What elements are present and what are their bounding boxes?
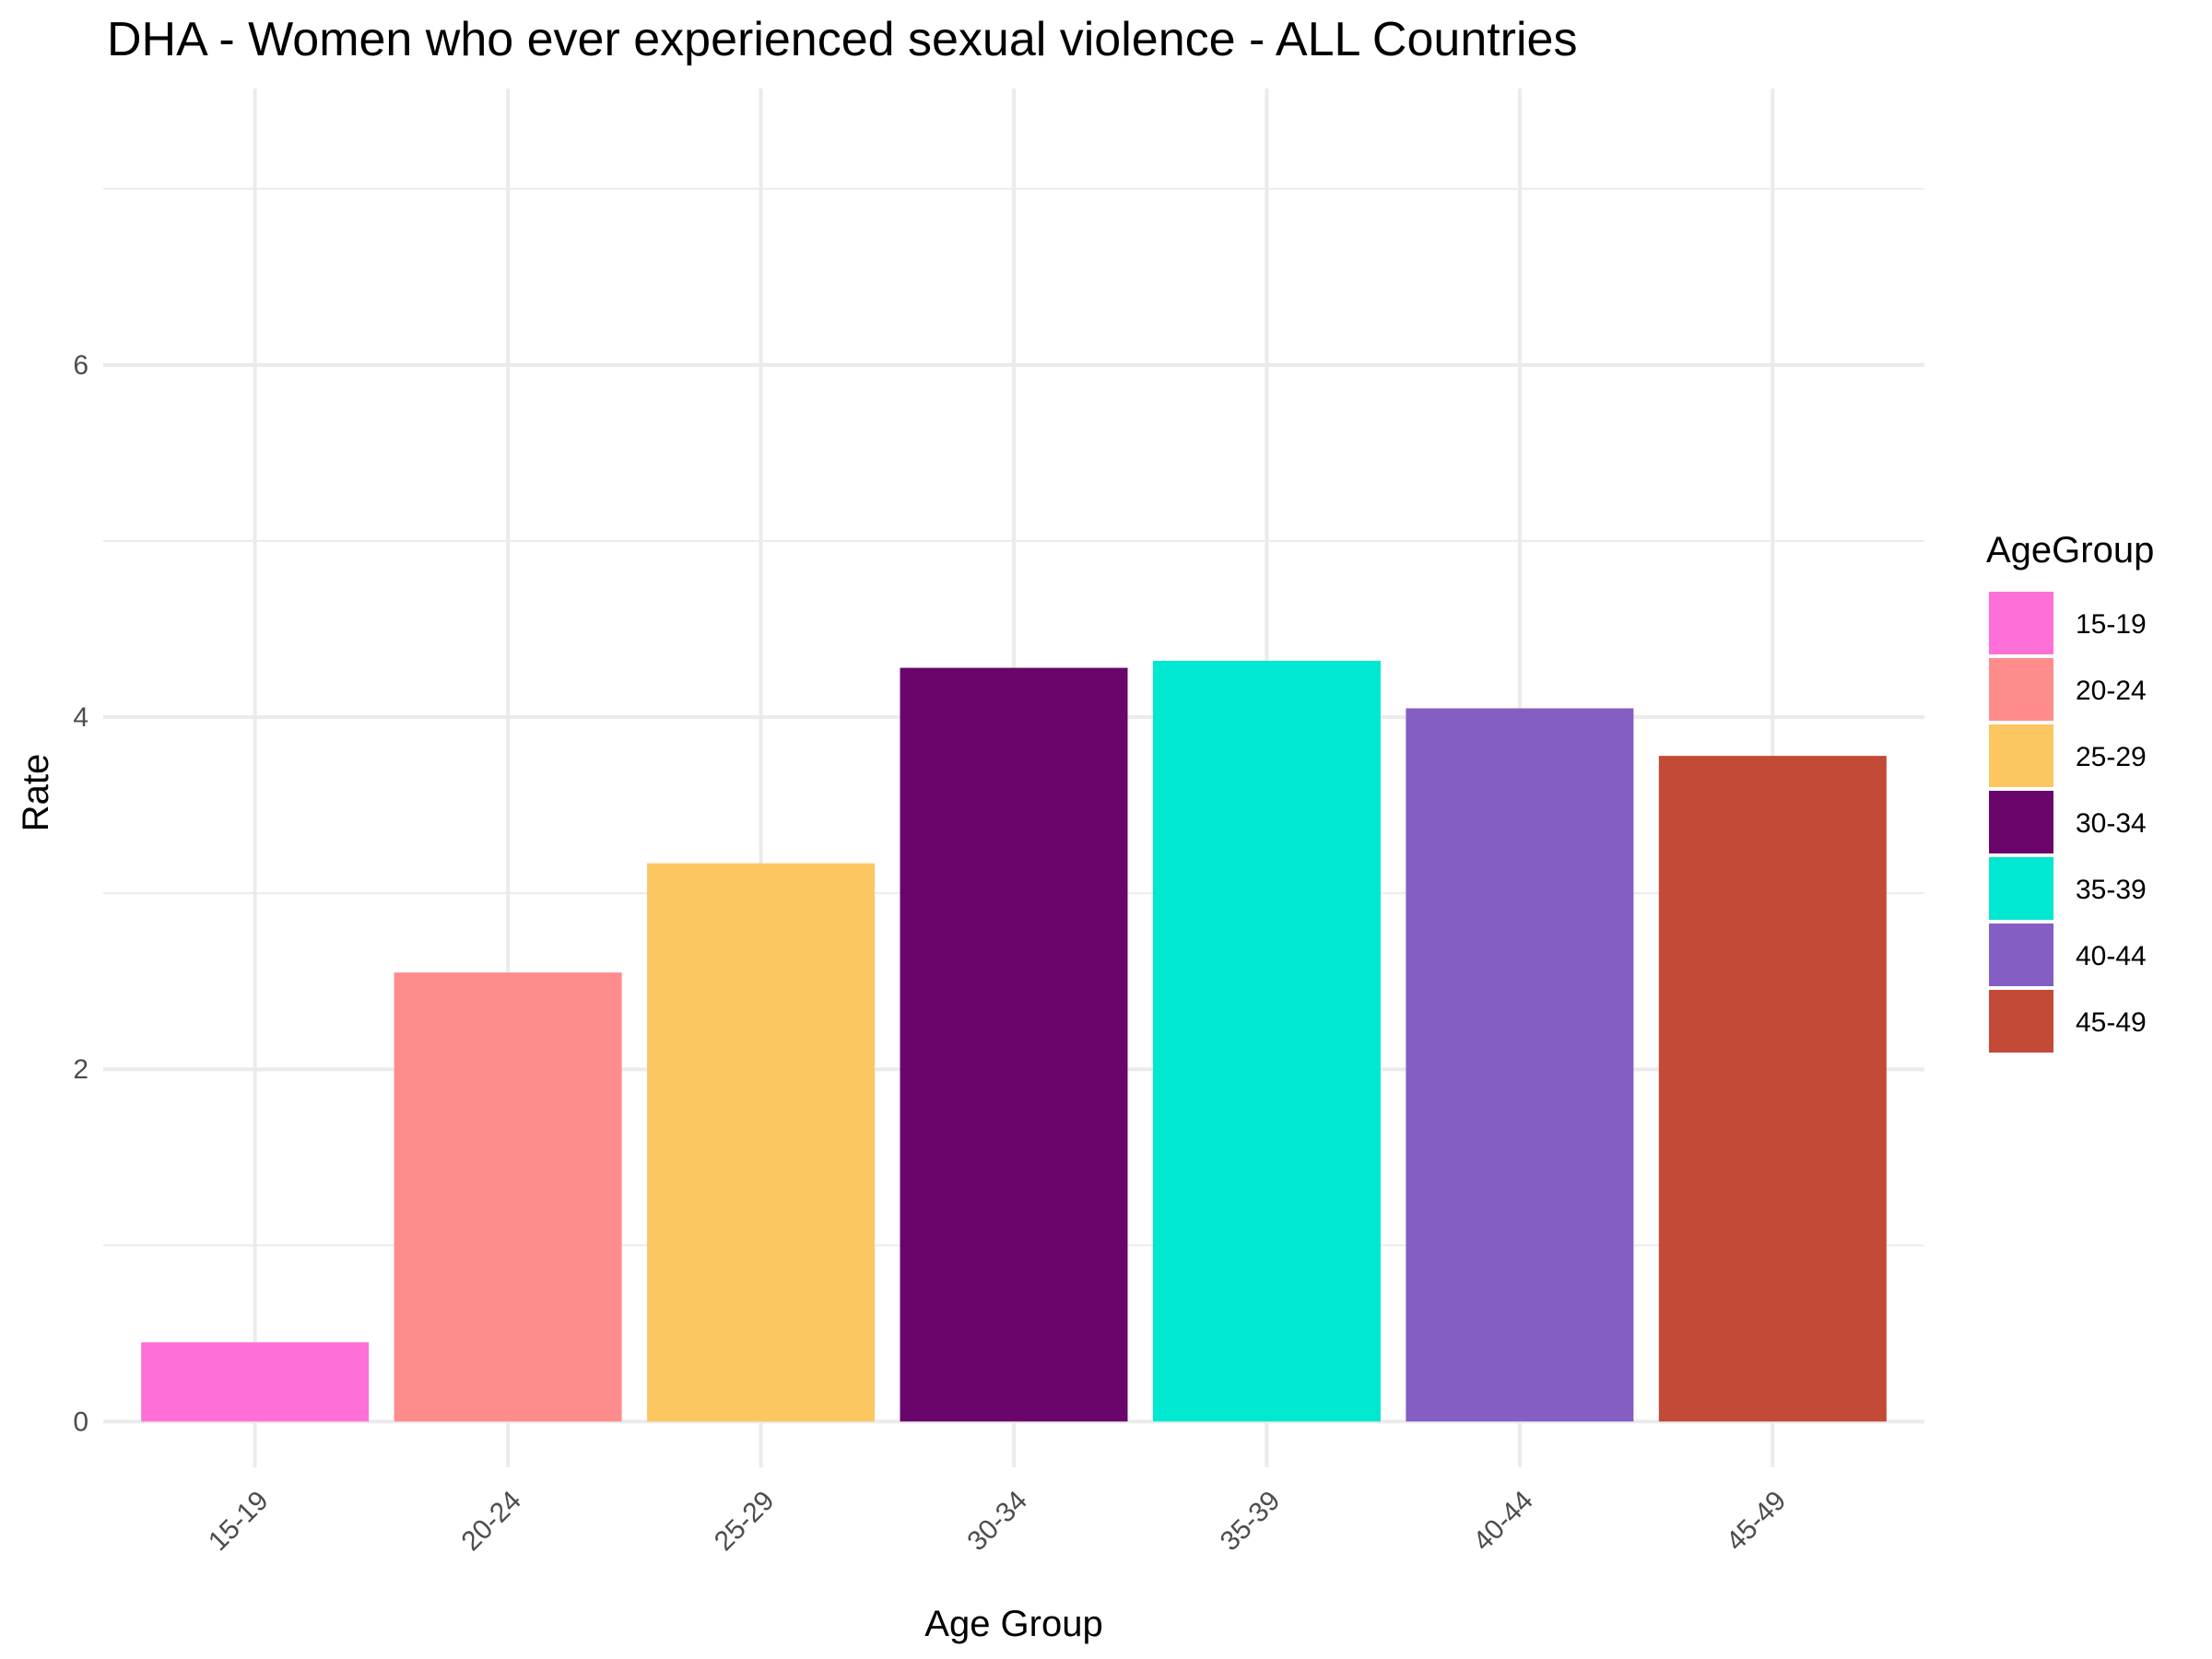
bar-20-24 (394, 972, 622, 1422)
legend-key-45-49 (1989, 990, 2053, 1053)
bar-30-34 (900, 667, 1128, 1422)
bar-40-44 (1406, 708, 1634, 1422)
bar-45-49 (1658, 756, 1887, 1422)
legend-label: 25-29 (2076, 742, 2147, 772)
legend-key-35-39 (1989, 857, 2053, 920)
bars (141, 660, 1887, 1422)
legend-label: 20-24 (2076, 676, 2147, 706)
x-axis-ticks: 15-19 20-24 25-29 30-34 35-39 40-44 45-49 (203, 1486, 1792, 1558)
bar-25-29 (647, 863, 876, 1422)
bar-15-19 (141, 1342, 370, 1422)
x-tick-label: 25-29 (709, 1486, 781, 1558)
x-axis-title: Age Group (924, 1604, 1102, 1644)
legend-key-20-24 (1989, 658, 2053, 721)
chart-title: DHA - Women who ever experienced sexual … (107, 13, 1577, 66)
x-tick-label: 45-49 (1721, 1486, 1793, 1558)
legend-label: 40-44 (2076, 941, 2147, 971)
legend-title: AgeGroup (1986, 530, 2154, 571)
x-tick-label: 35-39 (1215, 1486, 1287, 1558)
legend-label: 15-19 (2076, 609, 2147, 640)
legend-key-15-19 (1989, 592, 2053, 654)
y-axis-title: Rate (16, 754, 56, 832)
y-tick-label: 0 (73, 1406, 88, 1437)
legend-key-25-29 (1989, 724, 2053, 787)
x-tick-label: 20-24 (455, 1486, 527, 1558)
y-tick-label: 2 (73, 1054, 88, 1085)
legend-label: 45-49 (2076, 1007, 2147, 1038)
y-tick-label: 6 (73, 350, 88, 381)
x-tick-label: 40-44 (1467, 1486, 1539, 1558)
legend-label: 30-34 (2076, 808, 2147, 839)
legend-key-30-34 (1989, 791, 2053, 853)
y-tick-label: 4 (73, 702, 88, 733)
x-tick-label: 30-34 (961, 1486, 1033, 1558)
x-tick-label: 15-19 (203, 1486, 275, 1558)
legend-items: 15-19 20-24 25-29 30-34 35-39 40-44 45-49 (1989, 592, 2147, 1053)
bar-35-39 (1152, 660, 1381, 1422)
legend-label: 35-39 (2076, 875, 2147, 905)
legend: AgeGroup 15-19 20-24 25-29 30-34 35-39 40-44 4… (1986, 530, 2154, 1053)
legend-key-40-44 (1989, 924, 2053, 986)
y-axis-ticks: 0 2 4 6 (73, 350, 88, 1437)
